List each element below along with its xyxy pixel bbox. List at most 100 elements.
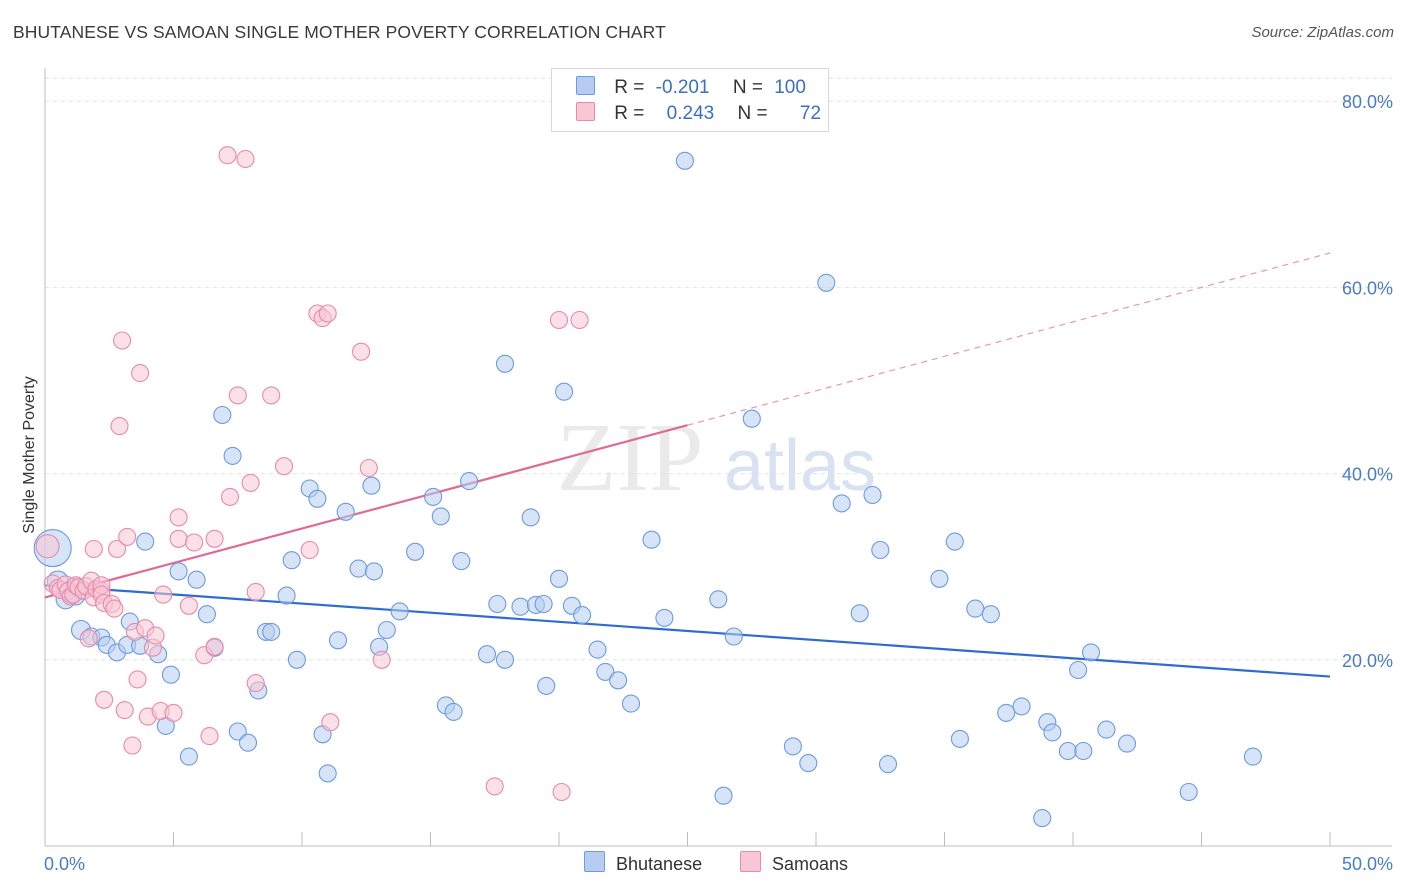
samoans-point	[115, 701, 134, 720]
samoans-point	[321, 713, 340, 732]
bhutanese-point	[850, 604, 869, 623]
bhutanese-point	[588, 640, 607, 659]
bhutanese-point	[609, 671, 628, 690]
bhutanese-point	[452, 552, 471, 571]
bhutanese-point	[495, 650, 515, 669]
series-samoans	[35, 146, 589, 802]
bhutanese-point	[783, 737, 802, 756]
bhutanese-point	[282, 551, 301, 570]
samoans-point	[110, 417, 129, 436]
samoans-point	[107, 539, 127, 559]
bhutanese-point	[495, 354, 515, 373]
samoans-point	[154, 585, 173, 604]
legend-item-samoans[interactable]: Samoans	[740, 851, 848, 875]
data-points	[33, 146, 1262, 828]
samoans-point	[549, 310, 569, 330]
y-tick-label: 80.0%	[1342, 92, 1393, 112]
y-tick-label: 20.0%	[1342, 651, 1393, 671]
y-tick-label: 40.0%	[1342, 465, 1393, 485]
legend-item-bhutanese[interactable]: Bhutanese	[584, 851, 702, 875]
trend-lines	[44, 252, 1331, 678]
samoans-point	[485, 777, 504, 796]
samoans-point	[246, 674, 265, 693]
samoans-point	[570, 310, 589, 330]
bhutanese-point	[336, 502, 355, 521]
samoans-point	[372, 650, 391, 669]
bhutanese-point	[187, 570, 206, 589]
samoans-point	[185, 533, 204, 552]
bhutanese-point	[1097, 720, 1116, 739]
bhutanese-point	[213, 405, 232, 425]
bhutanese-point	[364, 562, 384, 581]
bhutanese-legend-label: Bhutanese	[616, 854, 703, 874]
bhutanese-point	[477, 645, 497, 664]
samoans-point	[318, 304, 337, 323]
samoans-point	[218, 146, 237, 165]
bhutanese-point	[817, 273, 836, 292]
bhutanese-point	[1012, 697, 1031, 716]
legend-n-value: 100	[774, 77, 806, 98]
legend-n-label: N =	[737, 103, 768, 124]
zipatlas-watermark: ZIP atlas	[557, 404, 877, 512]
bhutanese-point	[228, 722, 247, 741]
samoans-point	[552, 782, 571, 802]
bhutanese-point	[179, 747, 198, 766]
correlation-legend: R = -0.201 N = 100 R = 0.243 N = 72	[551, 68, 829, 132]
bhutanese-trend-line	[44, 584, 1331, 678]
bhutanese-point	[537, 676, 556, 695]
bhutanese-point	[1043, 723, 1062, 742]
bhutanese-point	[709, 590, 728, 609]
y-axis-label: Single Mother Poverty	[21, 376, 38, 533]
legend-n-label: N =	[732, 77, 763, 98]
legend-r-label: R =	[614, 103, 645, 124]
samoans-point	[79, 629, 98, 648]
bhutanese-point	[1074, 741, 1093, 761]
bhutanese-point	[573, 606, 592, 625]
samoans-point	[200, 727, 219, 746]
tick-labels: 20.0% 40.0% 60.0% 80.0% 0.0% 50.0%	[44, 92, 1393, 874]
samoans-point	[146, 626, 165, 645]
samoans-point	[179, 596, 198, 615]
bhutanese-point	[136, 532, 155, 551]
bhutanese-point	[262, 622, 281, 641]
bhutanese-point	[555, 382, 574, 401]
bhutanese-point	[521, 508, 540, 527]
legend-r-value: -0.201	[655, 77, 710, 98]
samoans-point	[205, 529, 224, 548]
bhutanese-point	[238, 733, 258, 752]
watermark-atlas: atlas	[724, 426, 876, 506]
y-tick-label: 60.0%	[1342, 278, 1393, 298]
bhutanese-point	[655, 608, 674, 627]
bhutanese-point	[511, 597, 530, 616]
bhutanese-point	[799, 754, 818, 773]
bhutanese-point	[169, 562, 188, 581]
bhutanese-point	[930, 569, 949, 588]
bhutanese-point	[328, 631, 348, 650]
bhutanese-point	[308, 489, 327, 508]
samoans-swatch	[576, 102, 595, 121]
bhutanese-point	[444, 702, 463, 721]
bhutanese-point	[878, 755, 898, 774]
axes	[44, 68, 1392, 847]
bhutanese-point	[714, 786, 733, 805]
legend-row-samoans: R = 0.243 N = 72	[576, 102, 821, 126]
samoans-point	[220, 487, 240, 506]
samoans-point	[35, 534, 60, 559]
samoans-point	[84, 539, 103, 559]
samoans-point	[241, 473, 260, 492]
bhutanese-point	[1069, 660, 1088, 680]
bhutanese-point	[431, 507, 450, 526]
bhutanese-point	[1081, 643, 1101, 662]
bhutanese-point	[832, 494, 851, 513]
bhutanese-point	[377, 620, 396, 640]
bhutanese-point	[997, 703, 1016, 722]
bhutanese-point	[488, 594, 507, 614]
samoans-point	[262, 386, 281, 405]
series-legend: Bhutanese Samoans	[0, 851, 1406, 879]
bhutanese-point	[724, 627, 743, 646]
bhutanese-legend-swatch	[584, 851, 605, 872]
watermark-zip: ZIP	[557, 404, 704, 512]
bhutanese-point	[197, 605, 216, 624]
legend-r-label: R =	[614, 77, 645, 98]
bhutanese-point	[161, 665, 180, 684]
